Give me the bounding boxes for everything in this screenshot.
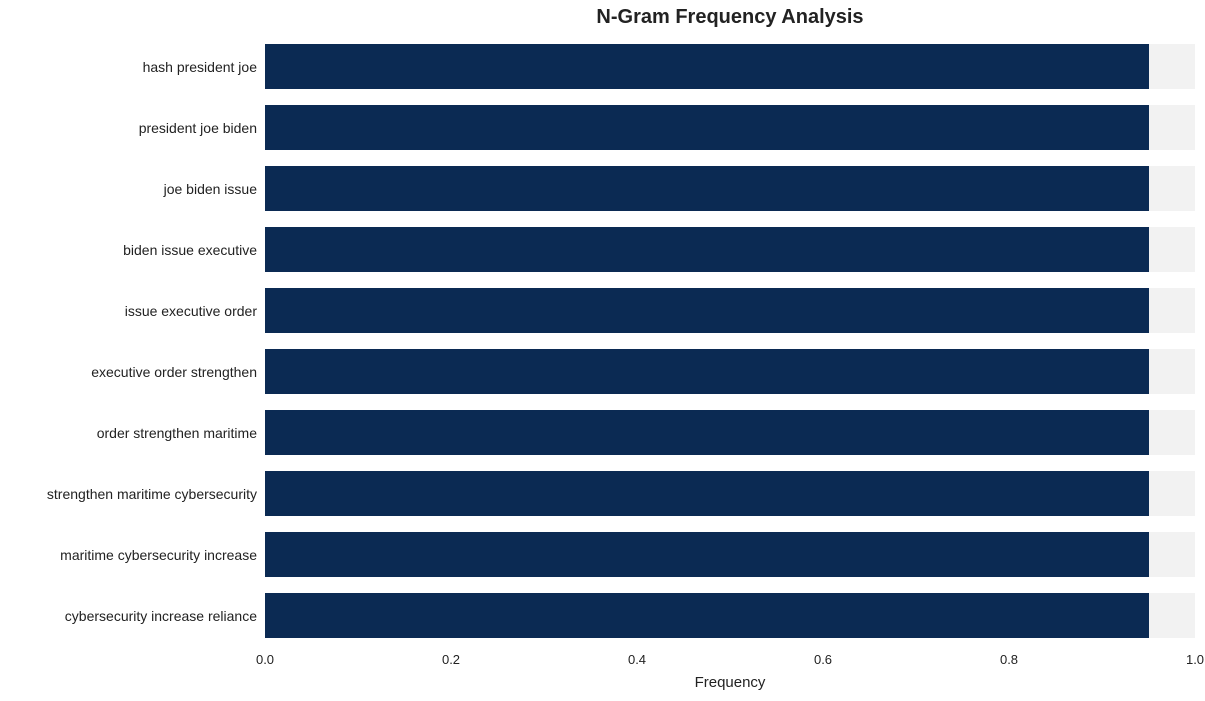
bar-row — [265, 410, 1195, 455]
y-tick-label: president joe biden — [139, 120, 257, 136]
bar — [265, 105, 1149, 150]
x-axis-label: Frequency — [265, 674, 1195, 691]
bar-row — [265, 166, 1195, 211]
bar-row — [265, 288, 1195, 333]
bar — [265, 593, 1149, 638]
y-tick-label: joe biden issue — [164, 181, 257, 197]
bar-row — [265, 532, 1195, 577]
y-tick-label: issue executive order — [125, 303, 257, 319]
x-tick-label: 0.4 — [628, 652, 646, 667]
ngram-frequency-chart: N-Gram Frequency Analysis hash president… — [0, 0, 1205, 701]
y-tick-label: strengthen maritime cybersecurity — [47, 486, 257, 502]
y-tick-label: order strengthen maritime — [97, 425, 257, 441]
y-tick-label: biden issue executive — [123, 242, 257, 258]
chart-title: N-Gram Frequency Analysis — [265, 6, 1195, 29]
x-tick-label: 0.8 — [1000, 652, 1018, 667]
bar-row — [265, 471, 1195, 516]
x-tick-label: 1.0 — [1186, 652, 1204, 667]
bar-row — [265, 227, 1195, 272]
bar-row — [265, 349, 1195, 394]
plot-area — [265, 36, 1195, 646]
bar — [265, 44, 1149, 89]
bar-row — [265, 44, 1195, 89]
x-tick-label: 0.2 — [442, 652, 460, 667]
x-tick-label: 0.6 — [814, 652, 832, 667]
y-tick-label: executive order strengthen — [91, 364, 257, 380]
bar — [265, 349, 1149, 394]
bar-row — [265, 593, 1195, 638]
y-tick-label: cybersecurity increase reliance — [65, 608, 257, 624]
x-tick-label: 0.0 — [256, 652, 274, 667]
bar — [265, 166, 1149, 211]
grid-line — [1195, 36, 1198, 646]
bar — [265, 288, 1149, 333]
bar — [265, 471, 1149, 516]
bar — [265, 532, 1149, 577]
bar — [265, 410, 1149, 455]
y-tick-label: maritime cybersecurity increase — [60, 547, 257, 563]
y-tick-label: hash president joe — [143, 59, 257, 75]
bar — [265, 227, 1149, 272]
bar-row — [265, 105, 1195, 150]
